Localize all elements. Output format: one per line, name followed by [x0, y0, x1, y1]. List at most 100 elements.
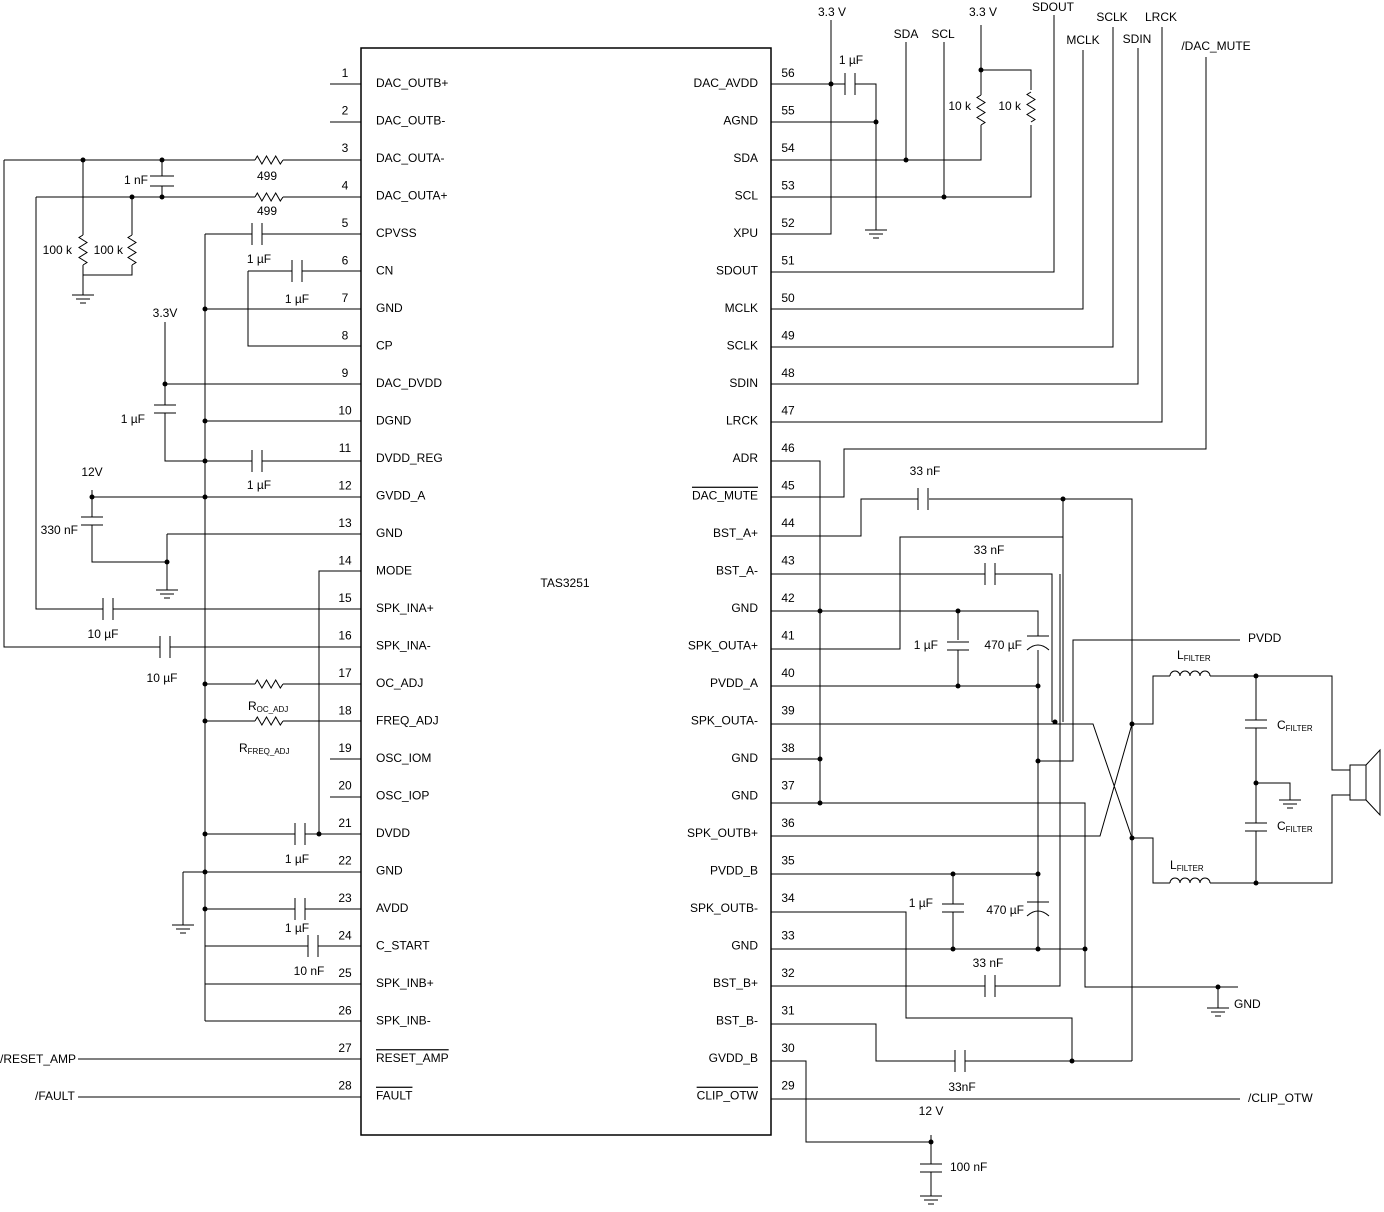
- pin-number: 49: [781, 329, 795, 343]
- ground: [865, 229, 887, 239]
- pin-name: DGND: [376, 414, 412, 428]
- junction: [202, 869, 208, 875]
- junction: [1253, 673, 1259, 679]
- capacitor: [1245, 822, 1267, 832]
- pin-name: SDA: [733, 151, 758, 165]
- ground: [1279, 799, 1301, 809]
- junction: [817, 608, 823, 614]
- label: ROC_ADJ: [248, 699, 288, 714]
- label: RFREQ_ADJ: [239, 741, 289, 756]
- label-sub: OC_ADJ: [257, 705, 289, 714]
- chip-name: TAS3251: [540, 576, 589, 590]
- pin-name: DAC_OUTB+: [376, 76, 448, 90]
- pin-name: OSC_IOM: [376, 751, 431, 765]
- pin-number: 12: [338, 479, 352, 493]
- ground: [920, 1195, 942, 1205]
- junction: [928, 1139, 934, 1145]
- pin-name: SPK_INB+: [376, 976, 434, 990]
- capacitor: [291, 260, 303, 282]
- junction: [159, 157, 165, 163]
- junction: [941, 194, 947, 200]
- pin-name: SPK_INB-: [376, 1014, 431, 1028]
- junction: [159, 194, 165, 200]
- pin-number: 2: [342, 104, 349, 118]
- pin-number: 54: [781, 141, 795, 155]
- junction: [903, 157, 909, 163]
- pin-name: OC_ADJ: [376, 676, 423, 690]
- junction: [817, 756, 823, 762]
- capacitor: [942, 903, 964, 913]
- capacitor: [984, 563, 996, 585]
- junction: [817, 800, 823, 806]
- junction: [1129, 721, 1135, 727]
- pin-name: AGND: [723, 114, 758, 128]
- label: 1 µF: [247, 252, 271, 266]
- capacitor: [251, 223, 263, 245]
- label: 100 k: [43, 243, 73, 257]
- pin-name: DAC_OUTB-: [376, 114, 445, 128]
- pin-name: RESET_AMP: [376, 1051, 449, 1065]
- pin-name: CN: [376, 264, 393, 278]
- resistor: [1026, 91, 1036, 123]
- pin-number: 16: [338, 629, 352, 643]
- junction: [955, 608, 961, 614]
- capacitor: [81, 516, 103, 526]
- pin-number: 38: [781, 741, 795, 755]
- junction: [1129, 835, 1135, 841]
- label-main: R: [248, 699, 257, 713]
- resistor: [254, 715, 284, 727]
- pin-number: 42: [781, 591, 795, 605]
- pin-name: C_START: [376, 939, 430, 953]
- pin-number: 10: [338, 404, 352, 418]
- pin-number: 50: [781, 291, 795, 305]
- label: LRCK: [1145, 10, 1177, 24]
- pin-name: MODE: [376, 564, 412, 578]
- junction: [164, 559, 170, 565]
- label: 33 nF: [973, 956, 1004, 970]
- pin-number: 44: [781, 516, 795, 530]
- label: 12 V: [919, 1104, 944, 1118]
- pin-name: CP: [376, 339, 393, 353]
- pin-name: BST_B-: [716, 1014, 758, 1028]
- label: 12V: [81, 465, 102, 479]
- pin-name: GND: [731, 939, 758, 953]
- label: 1 nF: [124, 173, 148, 187]
- label: 10 k: [998, 99, 1022, 113]
- label: /FAULT: [35, 1089, 75, 1103]
- junction: [129, 194, 135, 200]
- pin-number: 5: [342, 216, 349, 230]
- pin-name: SPK_OUTA+: [688, 639, 758, 653]
- junction: [89, 494, 95, 500]
- pin-number: 27: [338, 1041, 352, 1055]
- label: /CLIP_OTW: [1248, 1091, 1313, 1105]
- label-main: C: [1277, 718, 1286, 732]
- pin-number: 22: [338, 854, 352, 868]
- resistor: [976, 94, 986, 126]
- label: 33nF: [948, 1080, 975, 1094]
- junction: [202, 718, 208, 724]
- label: /DAC_MUTE: [1181, 39, 1250, 53]
- pin-name: LRCK: [726, 414, 758, 428]
- junction: [950, 946, 956, 952]
- junction: [1035, 758, 1041, 764]
- pin-name: DAC_OUTA-: [376, 151, 444, 165]
- pin-number: 13: [338, 516, 352, 530]
- pin-number: 29: [781, 1079, 795, 1093]
- polarized-capacitor: [1026, 901, 1050, 917]
- label: LFILTER: [1170, 858, 1204, 873]
- pin-number: 3: [342, 141, 349, 155]
- pin-name: PVDD_A: [710, 676, 758, 690]
- pin-name: SDIN: [729, 376, 758, 390]
- pin-name: SCLK: [727, 339, 758, 353]
- pin-number: 32: [781, 966, 795, 980]
- pin-number: 52: [781, 216, 795, 230]
- label: 100 k: [94, 243, 124, 257]
- ground: [72, 294, 94, 304]
- chip-body: [360, 47, 772, 1136]
- pin-number: 55: [781, 104, 795, 118]
- pin-name: SPK_OUTB+: [687, 826, 758, 840]
- ground: [172, 924, 194, 934]
- pin-name: GVDD_A: [376, 489, 425, 503]
- ground: [1207, 1007, 1229, 1017]
